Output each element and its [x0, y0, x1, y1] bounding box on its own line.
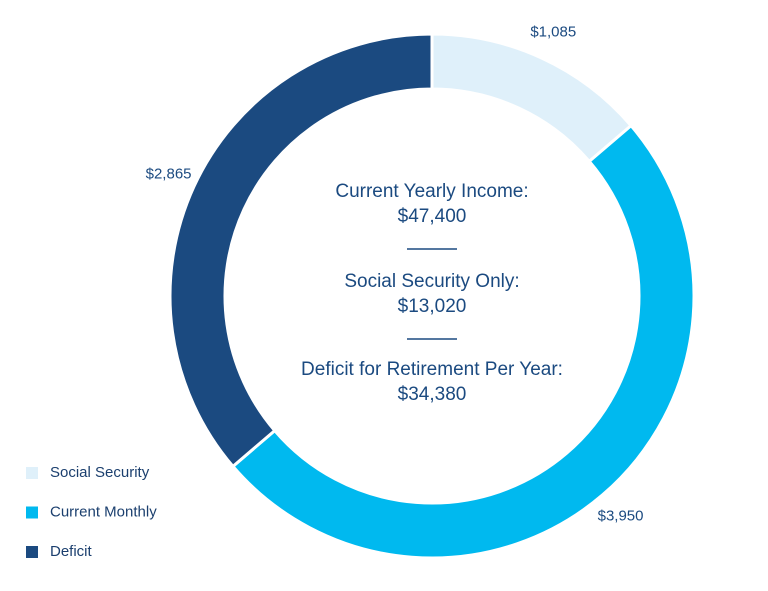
data-label: $3,950: [598, 507, 644, 524]
donut-slice: [430, 32, 634, 164]
legend-swatch: [26, 506, 38, 519]
center-label: Social Security Only:: [344, 271, 519, 292]
data-label: $1,085: [530, 24, 576, 41]
legend-label: Deficit: [50, 543, 93, 560]
data-label: $2,865: [146, 166, 192, 183]
donut-slice: [168, 32, 434, 469]
donut-slice: [230, 123, 696, 560]
center-value: $34,380: [398, 384, 467, 405]
legend-swatch: [26, 467, 38, 479]
legend-label: Social Security: [50, 464, 150, 481]
center-value: $13,020: [398, 296, 467, 317]
center-label: Deficit for Retirement Per Year:: [301, 359, 563, 380]
legend-label: Current Monthly: [50, 503, 157, 520]
center-label: Current Yearly Income:: [335, 181, 528, 202]
legend-swatch: [26, 546, 38, 558]
center-value: $47,400: [398, 206, 467, 227]
